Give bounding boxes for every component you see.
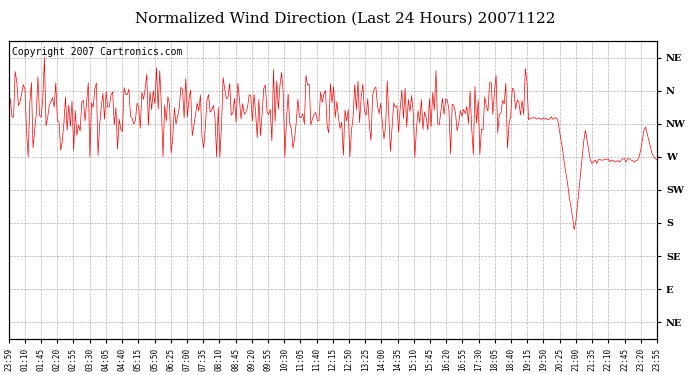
Text: Normalized Wind Direction (Last 24 Hours) 20071122: Normalized Wind Direction (Last 24 Hours… (135, 11, 555, 25)
Text: Copyright 2007 Cartronics.com: Copyright 2007 Cartronics.com (12, 47, 182, 57)
